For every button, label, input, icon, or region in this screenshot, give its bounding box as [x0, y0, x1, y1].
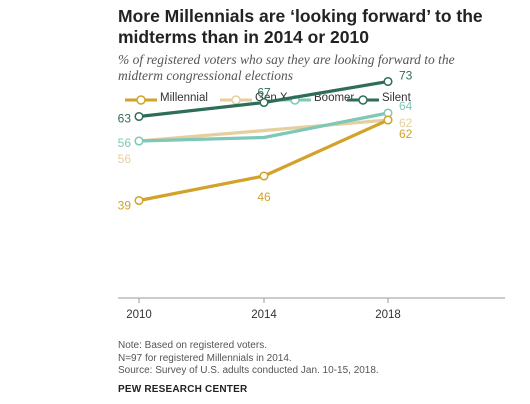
source-brand: PEW RESEARCH CENTER — [118, 384, 248, 395]
legend-swatch-silent — [347, 95, 379, 105]
legend-label-millennial: Millennial — [160, 92, 208, 104]
data-label-boomer: 56 — [118, 136, 132, 150]
chart-title: More Millennials are ‘looking forward’ t… — [118, 6, 483, 47]
data-label-silent: 73 — [399, 69, 413, 83]
legend-label-boomer: Boomer — [314, 92, 355, 104]
chart-notes: Note: Based on registered voters. N=97 f… — [118, 340, 498, 378]
note-line: N=97 for registered Millennials in 2014. — [118, 352, 292, 364]
source-line: Source: Survey of U.S. adults conducted … — [118, 365, 379, 376]
x-tick-label: 2010 — [126, 309, 152, 321]
data-label-silent: 67 — [257, 86, 271, 100]
data-label-silent: 63 — [118, 112, 132, 126]
data-point-silent — [259, 97, 269, 108]
series-line-genx — [137, 118, 390, 143]
data-label-boomer: 64 — [399, 99, 413, 113]
data-point-millennial — [383, 115, 393, 125]
x-tick-label: 2014 — [251, 309, 277, 321]
legend-swatch-millennial — [125, 95, 157, 105]
legend-label-silent: Silent — [382, 92, 411, 104]
legend-swatch-genx — [220, 95, 252, 105]
note-line: Note: Based on registered voters. — [118, 340, 267, 351]
data-label-genx: 62 — [399, 116, 413, 130]
data-point-boomer — [134, 136, 144, 146]
data-label-genx: 56 — [118, 152, 132, 166]
data-label-millennial: 39 — [118, 199, 132, 213]
data-label-millennial: 46 — [257, 190, 271, 204]
data-point-silent — [134, 111, 144, 122]
data-point-millennial — [134, 195, 144, 206]
data-point-silent — [383, 76, 393, 87]
series-line-boomer — [137, 111, 390, 143]
data-label-millennial: 62 — [399, 127, 413, 141]
chart-subtitle: % of registered voters who say they are … — [118, 52, 455, 83]
x-tick-label: 2018 — [375, 309, 401, 321]
data-point-millennial — [259, 171, 269, 181]
